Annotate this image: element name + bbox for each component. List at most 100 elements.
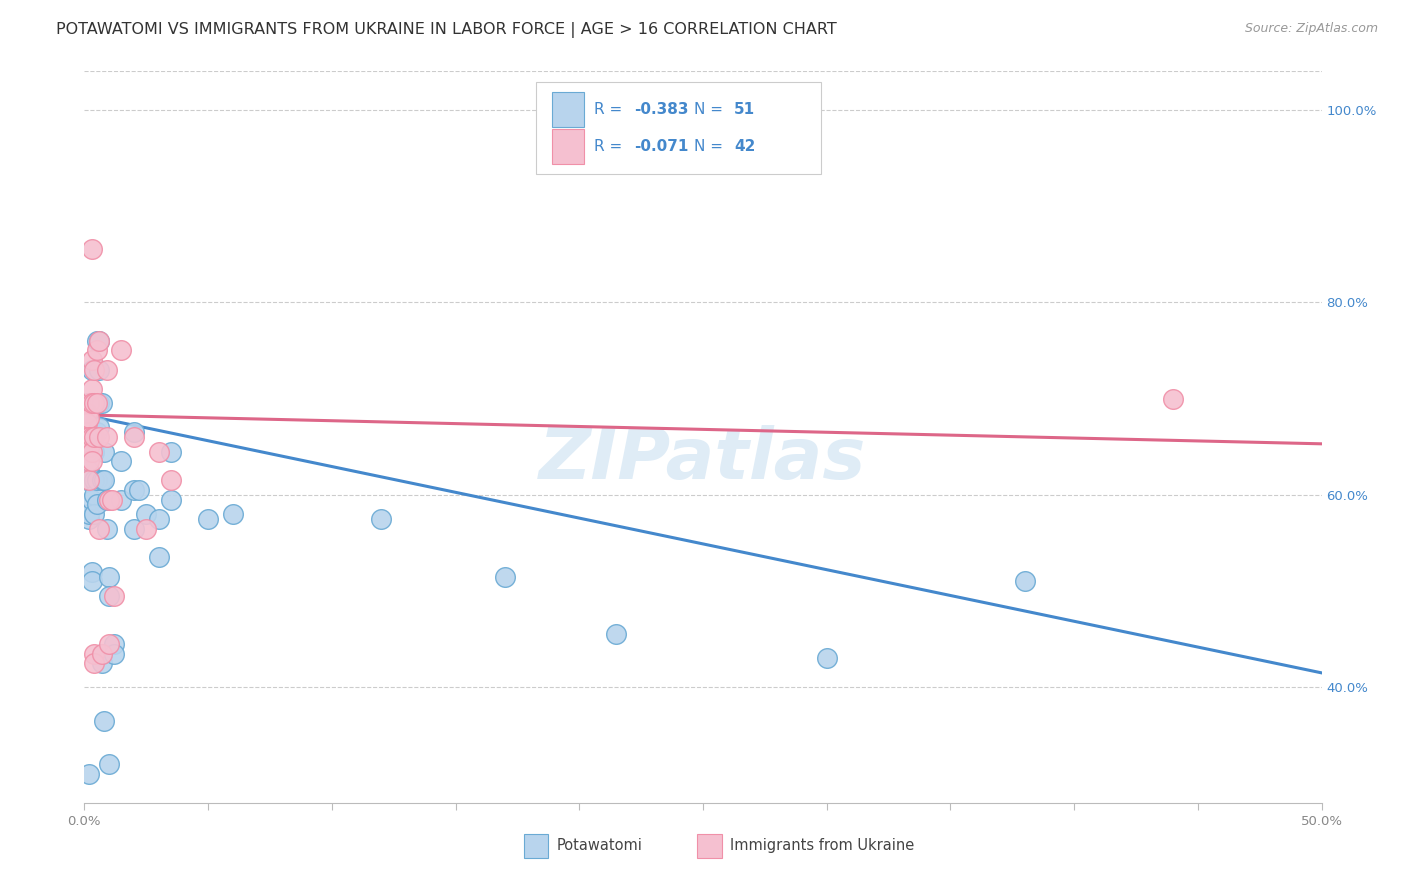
Point bbox=[86, 425, 108, 440]
Bar bbox=[553, 92, 585, 127]
Point bbox=[80, 574, 103, 589]
Point bbox=[86, 474, 108, 488]
Point bbox=[80, 430, 103, 444]
Point bbox=[103, 589, 125, 603]
Point bbox=[96, 430, 118, 444]
Point bbox=[98, 757, 121, 772]
Point bbox=[76, 406, 98, 420]
Point bbox=[83, 396, 105, 410]
Point bbox=[89, 334, 111, 348]
Text: -0.071: -0.071 bbox=[634, 139, 688, 154]
Point bbox=[79, 430, 101, 444]
Point bbox=[86, 396, 108, 410]
Point bbox=[79, 410, 101, 425]
Point bbox=[79, 396, 101, 410]
Point bbox=[135, 507, 157, 521]
Point bbox=[128, 483, 150, 497]
Point bbox=[122, 521, 145, 535]
Text: R =: R = bbox=[595, 139, 627, 154]
Point bbox=[83, 647, 105, 661]
Point bbox=[83, 430, 105, 444]
Point bbox=[76, 444, 98, 458]
Point bbox=[160, 474, 183, 488]
Point bbox=[815, 651, 838, 665]
Point bbox=[79, 507, 101, 521]
Point bbox=[80, 444, 103, 458]
Point bbox=[135, 521, 157, 535]
Point bbox=[98, 492, 121, 507]
Point bbox=[98, 589, 121, 603]
Point bbox=[83, 362, 105, 376]
Text: Immigrants from Ukraine: Immigrants from Ukraine bbox=[730, 838, 914, 853]
Point bbox=[110, 492, 132, 507]
Point bbox=[86, 396, 108, 410]
Point bbox=[160, 492, 183, 507]
Point bbox=[122, 430, 145, 444]
Point bbox=[83, 396, 105, 410]
Point bbox=[96, 362, 118, 376]
Point bbox=[96, 521, 118, 535]
Text: 42: 42 bbox=[734, 139, 755, 154]
Point bbox=[90, 647, 112, 661]
FancyBboxPatch shape bbox=[536, 82, 821, 174]
Point bbox=[90, 647, 112, 661]
Point bbox=[79, 474, 101, 488]
Text: ZIPatlas: ZIPatlas bbox=[540, 425, 866, 493]
Point bbox=[1014, 574, 1036, 589]
Point bbox=[79, 767, 101, 781]
Point bbox=[86, 334, 108, 348]
Point bbox=[93, 444, 115, 458]
Point bbox=[160, 444, 183, 458]
Point bbox=[86, 343, 108, 358]
Point bbox=[83, 444, 105, 458]
Point bbox=[80, 454, 103, 468]
Point bbox=[222, 507, 245, 521]
Point bbox=[122, 483, 145, 497]
Point bbox=[80, 382, 103, 396]
Point bbox=[80, 444, 103, 458]
Point bbox=[86, 498, 108, 512]
Point bbox=[370, 512, 392, 526]
Text: R =: R = bbox=[595, 102, 627, 117]
Point bbox=[103, 637, 125, 651]
Point bbox=[89, 430, 111, 444]
Text: N =: N = bbox=[695, 139, 728, 154]
Point bbox=[83, 657, 105, 671]
Point bbox=[96, 492, 118, 507]
Point bbox=[76, 430, 98, 444]
Point bbox=[76, 474, 98, 488]
Point bbox=[148, 444, 170, 458]
Point bbox=[93, 714, 115, 728]
Point bbox=[79, 454, 101, 468]
Point bbox=[148, 550, 170, 565]
Point bbox=[605, 627, 627, 641]
Point bbox=[122, 425, 145, 440]
Point bbox=[80, 396, 103, 410]
Text: -0.383: -0.383 bbox=[634, 102, 688, 117]
Point bbox=[89, 334, 111, 348]
Text: N =: N = bbox=[695, 102, 728, 117]
Text: Potawatomi: Potawatomi bbox=[557, 838, 643, 853]
Point bbox=[494, 569, 516, 583]
Point bbox=[98, 637, 121, 651]
Point bbox=[100, 492, 122, 507]
Point bbox=[76, 444, 98, 458]
Point bbox=[110, 343, 132, 358]
Bar bbox=[697, 833, 721, 858]
Bar bbox=[553, 129, 585, 164]
Bar bbox=[523, 833, 548, 858]
Point bbox=[1161, 392, 1184, 406]
Point bbox=[89, 396, 111, 410]
Point bbox=[90, 396, 112, 410]
Point bbox=[76, 416, 98, 430]
Text: Source: ZipAtlas.com: Source: ZipAtlas.com bbox=[1244, 22, 1378, 36]
Point bbox=[197, 512, 219, 526]
Point bbox=[79, 464, 101, 478]
Point bbox=[80, 353, 103, 368]
Point bbox=[103, 647, 125, 661]
Point bbox=[80, 492, 103, 507]
Point bbox=[80, 565, 103, 579]
Point bbox=[93, 474, 115, 488]
Point bbox=[89, 362, 111, 376]
Point bbox=[80, 243, 103, 257]
